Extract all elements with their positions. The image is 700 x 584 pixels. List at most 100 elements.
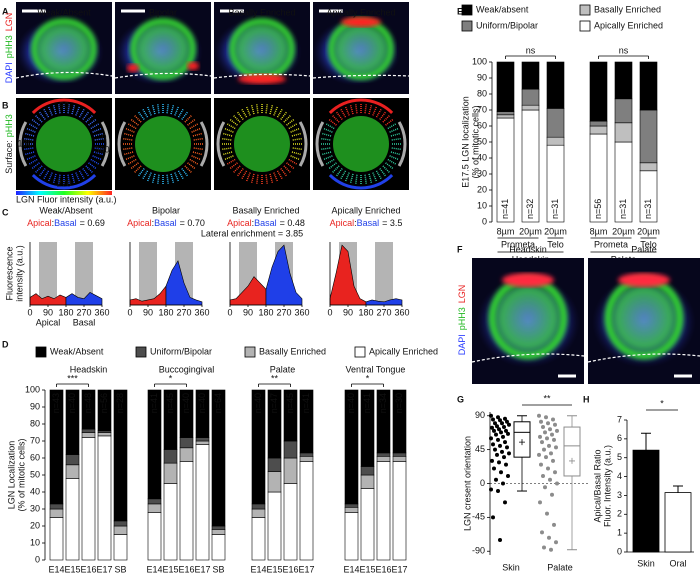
y-tick-label: 100: [25, 384, 40, 394]
surface-ray: [187, 162, 196, 169]
n-label: n=41: [149, 393, 159, 413]
plot-title: Bipolar: [152, 205, 180, 215]
surface-ray: [177, 108, 184, 118]
significance: ***: [67, 373, 78, 383]
legend-label: Apically Enriched: [369, 346, 438, 356]
surface-ray: [82, 168, 89, 177]
surface-ray: [90, 123, 100, 130]
ratio-basal: Basal: [54, 218, 77, 228]
y-tick-label: 90: [477, 72, 487, 82]
data-point: [504, 428, 508, 433]
data-point: [544, 455, 548, 460]
y-tick-label: 0: [617, 546, 622, 556]
data-point: [498, 443, 502, 448]
surface-ray: [170, 173, 175, 183]
data-point: [538, 434, 542, 439]
bar-segment: [496, 111, 515, 116]
bar-segment: [344, 389, 359, 505]
basal-arc: [31, 174, 97, 190]
data-point: [544, 415, 548, 420]
image-title: Bipolar: [149, 7, 177, 17]
surface-ray: [191, 155, 201, 161]
bar-segment: [65, 464, 80, 479]
n-label: n=34: [378, 393, 388, 413]
surface-ray: [189, 158, 199, 165]
n-label: n=28: [115, 393, 125, 413]
surface-ray: [368, 105, 373, 115]
surface-ray: [31, 119, 40, 126]
lateral-arc: [199, 121, 209, 167]
surface-ray: [222, 147, 232, 150]
x-tick-label: 20µm: [544, 226, 567, 236]
data-point: [546, 421, 550, 426]
bar-segment: [360, 389, 375, 467]
x-tick-label: 20µm: [519, 226, 542, 236]
y-tick-label: 70: [30, 435, 40, 445]
surface-ray: [340, 108, 347, 118]
surface-ray: [229, 119, 238, 126]
surface-ray: [85, 115, 93, 123]
surface-ray: [151, 173, 156, 183]
bar-segment: [97, 435, 112, 561]
panel-letter: E: [457, 6, 463, 16]
bar-segment: [546, 108, 565, 138]
surface-ray: [389, 155, 399, 161]
ratio-value: = 0.70: [180, 218, 205, 228]
bar-segment: [65, 454, 80, 466]
error-bar: [673, 485, 683, 493]
surface-ray: [283, 115, 291, 123]
bar-segment: [392, 461, 407, 561]
data-point: [503, 500, 507, 505]
data-point: [550, 432, 554, 437]
data-point: [489, 487, 493, 492]
bar-segment: [49, 517, 64, 561]
ratio-label: Apical:Basal = 3.5: [330, 218, 403, 228]
surface-ray: [322, 151, 332, 156]
surface-ray: [58, 174, 61, 184]
surface-ray: [372, 106, 378, 116]
x-tick-label: 180: [258, 307, 273, 317]
surface-ray: [250, 105, 255, 115]
panel-letter: H: [583, 394, 590, 404]
surface-ray: [67, 104, 70, 114]
legend-swatch: [579, 20, 591, 32]
image-title: Palate: [631, 244, 657, 254]
data-point: [490, 425, 494, 430]
surface-ray: [125, 155, 135, 161]
angle-label: 0: [101, 132, 106, 142]
bar-segment: [344, 512, 359, 561]
significance: ns: [619, 45, 629, 55]
legend-label: Basal: [73, 317, 96, 327]
basement-membrane: [312, 74, 410, 79]
x-tick-label: Oral: [669, 558, 686, 568]
x-tick-label: 360: [394, 307, 409, 317]
x-tick-label: 270: [276, 307, 291, 317]
surface-ray: [191, 127, 201, 133]
bar: [632, 449, 660, 553]
y-tick-label: 3: [617, 490, 622, 500]
bar-segment: [521, 88, 540, 106]
stain-label-part: LGN: [4, 13, 14, 32]
surface-ray: [355, 174, 358, 184]
y-tick-label: 10: [477, 200, 487, 210]
y-tick-label: 20: [30, 520, 40, 530]
data-point: [550, 492, 554, 497]
surface-ray: [26, 155, 36, 161]
surface-ray: [47, 172, 53, 182]
surface-ray: [372, 172, 378, 182]
surface-ray: [71, 105, 76, 115]
surface-ray: [170, 105, 175, 115]
bar-segment: [496, 114, 515, 119]
y-tick-label: 4: [617, 471, 622, 481]
significance: *: [366, 373, 370, 383]
y-tick-label: 80: [477, 88, 487, 98]
surface-ray: [181, 168, 188, 177]
apical-arc: [328, 98, 394, 114]
annotation: Lateral enrichment = 3.85: [201, 228, 303, 238]
x-tick-label: E14: [343, 564, 359, 574]
stain-label: DAPI pHH3 LGN: [4, 13, 14, 84]
y-axis-label: E17.5 LGN localization: [460, 96, 470, 188]
bar-segment: [195, 444, 210, 561]
surface-ray: [391, 147, 401, 150]
ratio-apical: Apical: [330, 218, 355, 228]
